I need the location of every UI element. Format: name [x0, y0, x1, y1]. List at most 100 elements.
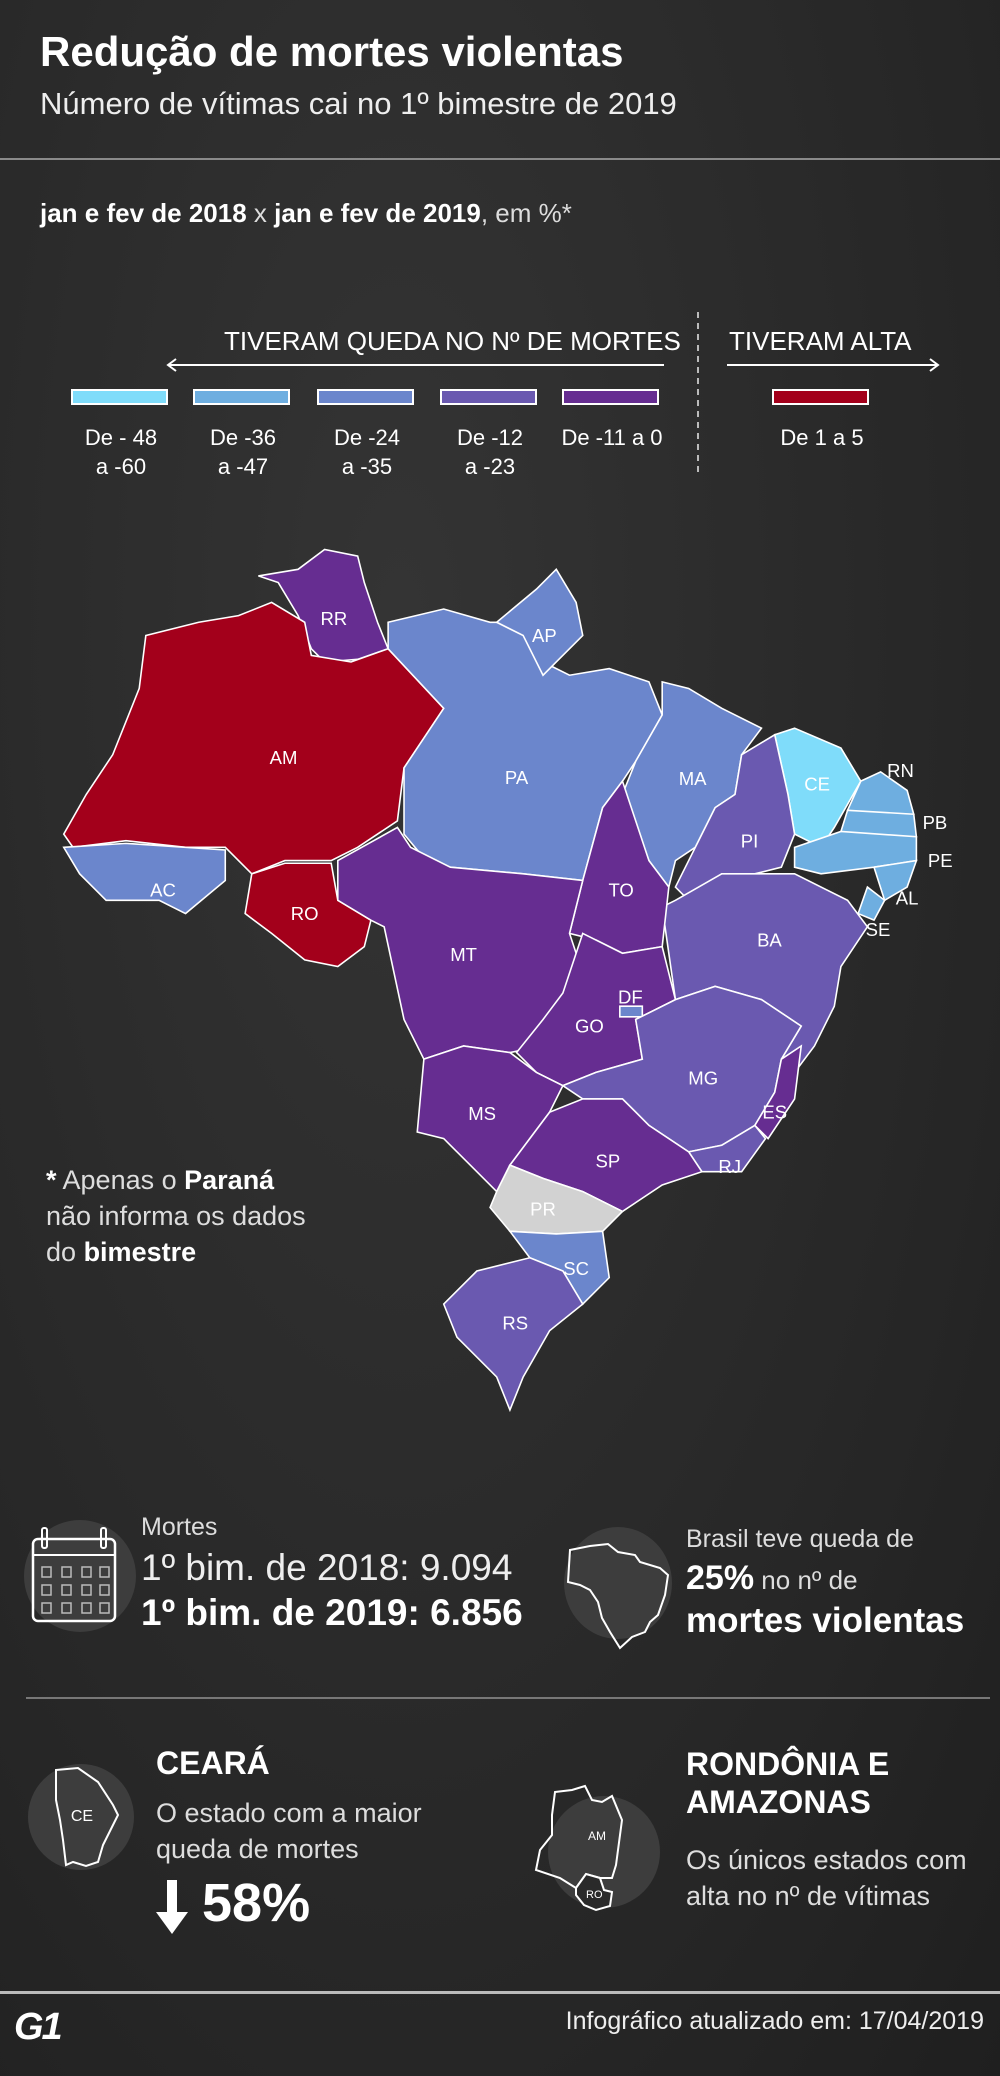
- page-title: Redução de mortes violentas: [40, 28, 624, 75]
- state-label: RO: [291, 903, 319, 924]
- state-rs: [442, 1256, 584, 1413]
- roam-text-2: alta no nº de vítimas: [686, 1881, 930, 1911]
- legend-swatch: [562, 389, 659, 405]
- deaths-label: Mortes: [141, 1513, 218, 1541]
- state-ac: [62, 842, 227, 915]
- state-pr: [489, 1164, 624, 1235]
- legend-label: De -11 a 0: [561, 425, 663, 450]
- legend-label: De - 48 a -60: [84, 425, 158, 479]
- arrow-down-icon: [156, 1880, 188, 1934]
- unit-label: , em %*: [480, 198, 572, 228]
- comparison-label: jan e fev de 2018 x jan e fev de 2019, e…: [40, 198, 572, 229]
- roam-title-2: AMAZONAS: [686, 1784, 871, 1820]
- legend-swatch: [71, 389, 168, 405]
- state-label: AC: [150, 879, 176, 900]
- ro-icon-label: RO: [586, 1889, 603, 1901]
- g1-logo: G1: [14, 2006, 63, 2048]
- state-label: DF: [618, 987, 643, 1008]
- state-label: MA: [679, 768, 707, 789]
- roam-title-1: RONDÔNIA E: [686, 1746, 890, 1782]
- state-label: PB: [923, 812, 948, 833]
- period-a: jan e fev de 2018: [40, 198, 247, 228]
- state-label: AL: [896, 887, 919, 908]
- ceara-text-2: queda de mortes: [156, 1834, 359, 1864]
- note-text: do: [46, 1237, 77, 1267]
- state-label: SP: [596, 1151, 621, 1172]
- legend-fall-header: TIVERAM QUEDA NO Nº DE MORTES: [224, 326, 681, 356]
- brasil-text-1: Brasil teve queda de: [686, 1525, 914, 1553]
- arrow-right-icon: [929, 358, 940, 372]
- legend-swatch: [317, 389, 414, 405]
- brazil-outline-icon: [566, 1542, 670, 1650]
- state-label: RS: [502, 1312, 528, 1333]
- legend-swatch: [772, 389, 869, 405]
- state-label: RR: [320, 608, 347, 629]
- period-b: jan e fev de 2019: [274, 198, 481, 228]
- note-bold: bimestre: [83, 1237, 197, 1267]
- brasil-text-3: mortes violentas: [686, 1601, 965, 1640]
- state-label: CE: [804, 773, 830, 794]
- state-label: BA: [757, 930, 782, 951]
- legend-label: De -12 a -23: [456, 425, 524, 479]
- footer-divider: [0, 1991, 1000, 1994]
- state-label: PE: [928, 850, 953, 871]
- state-label: RJ: [718, 1156, 741, 1177]
- state-label: AP: [532, 625, 557, 646]
- state-label: RN: [887, 760, 914, 781]
- state-am: [62, 601, 445, 875]
- state-label: MG: [688, 1067, 718, 1088]
- roam-text-1: Os únicos estados com: [686, 1845, 967, 1875]
- state-label: SE: [866, 919, 891, 940]
- icon-circle: [564, 1527, 672, 1639]
- ceara-outline-icon: CE: [55, 1766, 120, 1868]
- period-sep: x: [253, 198, 267, 228]
- legend-rise-header: TIVERAM ALTA: [729, 326, 912, 356]
- brasil-pct: 25%: [686, 1559, 755, 1597]
- state-label: TO: [608, 879, 633, 900]
- divider: [26, 1697, 990, 1699]
- state-label: PI: [741, 830, 759, 851]
- note-text: não informa os dados: [46, 1201, 306, 1231]
- ceara-icon-label: CE: [71, 1808, 93, 1825]
- state-label: MS: [468, 1103, 496, 1124]
- ceara-pct: 58%: [202, 1873, 311, 1933]
- note-bold: Paraná: [184, 1165, 275, 1195]
- updated-date: Infográfico atualizado em: 17/04/2019: [565, 2007, 984, 2035]
- note-text: Apenas o: [62, 1165, 177, 1195]
- legend-label: De -24 a -35: [333, 425, 401, 479]
- state-label: SC: [563, 1258, 589, 1279]
- legend-divider: [697, 312, 699, 474]
- state-es: [753, 1044, 803, 1140]
- roam-text: Os únicos estados com alta no nº de vítim…: [686, 1842, 967, 1914]
- state-label: GO: [575, 1016, 604, 1037]
- rondonia-amazonas-icon: AM RO: [534, 1784, 624, 1912]
- brasil-text-2b: no nº de: [761, 1565, 858, 1595]
- deaths-2019: 1º bim. de 2019: 6.856: [141, 1592, 523, 1633]
- legend-swatch: [440, 389, 537, 405]
- ceara-text-1: O estado com a maior: [156, 1798, 422, 1828]
- parana-note: * Apenas o Paraná não informa os dados d…: [46, 1162, 306, 1270]
- deaths-2018: 1º bim. de 2018: 9.094: [141, 1547, 513, 1588]
- state-label: AM: [270, 747, 298, 768]
- state-ap: [495, 568, 584, 677]
- state-ro: [244, 862, 372, 968]
- brasil-text-2: 25% no nº de: [686, 1559, 858, 1598]
- state-se: [857, 885, 886, 922]
- calendar-icon: [31, 1527, 117, 1623]
- legend-swatch: [193, 389, 290, 405]
- divider: [0, 158, 1000, 160]
- state-label: ES: [762, 1102, 787, 1123]
- state-label: MT: [450, 944, 477, 965]
- am-icon-label: AM: [588, 1829, 606, 1843]
- ceara-text: O estado com a maior queda de mortes: [156, 1795, 422, 1867]
- note-star: *: [46, 1165, 57, 1195]
- ceara-title: CEARÁ: [156, 1745, 270, 1781]
- state-df: [619, 1005, 644, 1018]
- state-label: PR: [530, 1198, 556, 1219]
- page-subtitle: Número de vítimas cai no 1º bimestre de …: [40, 86, 677, 121]
- roam-title: RONDÔNIA E AMAZONAS: [686, 1745, 889, 1821]
- legend-label: De 1 a 5: [780, 425, 864, 450]
- arrow-left-icon: [166, 358, 177, 372]
- legend-label: De -36 a -47: [209, 425, 277, 479]
